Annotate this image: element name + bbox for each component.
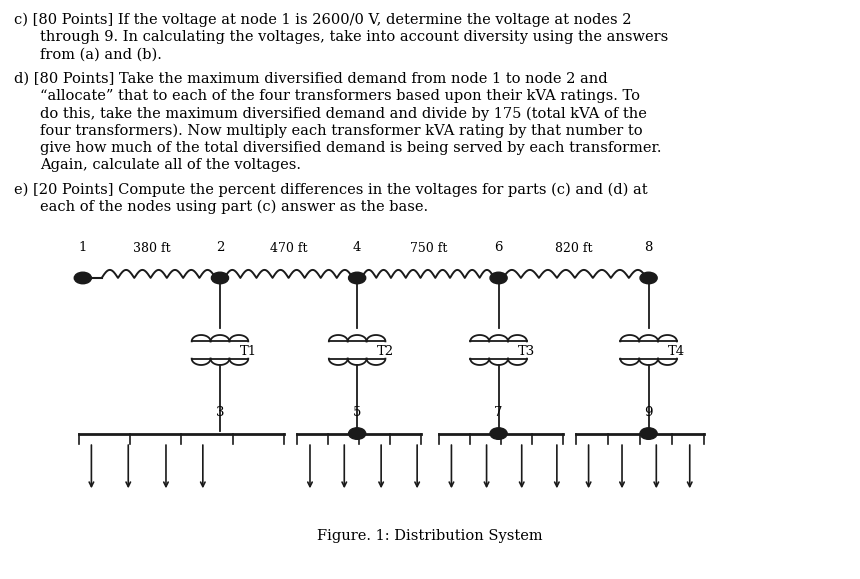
Text: 750 ft: 750 ft: [409, 242, 447, 255]
Text: 5: 5: [353, 406, 361, 419]
Text: T2: T2: [377, 345, 394, 358]
Text: four transformers). Now multiply each transformer kVA rating by that number to: four transformers). Now multiply each tr…: [40, 123, 642, 138]
Text: e) [20 Points] Compute the percent differences in the voltages for parts (c) and: e) [20 Points] Compute the percent diffe…: [15, 182, 648, 197]
Text: T3: T3: [519, 345, 536, 358]
Text: 820 ft: 820 ft: [556, 242, 593, 255]
Text: 2: 2: [216, 241, 224, 254]
Text: Figure. 1: Distribution System: Figure. 1: Distribution System: [317, 529, 543, 543]
Text: each of the nodes using part (c) answer as the base.: each of the nodes using part (c) answer …: [40, 200, 428, 214]
Circle shape: [74, 272, 91, 284]
Circle shape: [348, 428, 366, 439]
Text: 6: 6: [494, 241, 503, 254]
Text: 380 ft: 380 ft: [132, 242, 170, 255]
Circle shape: [212, 272, 229, 284]
Circle shape: [640, 428, 657, 439]
Text: 3: 3: [216, 406, 224, 419]
Text: c) [80 Points] If the voltage at node 1 is 2600/0 V, determine the voltage at no: c) [80 Points] If the voltage at node 1 …: [15, 13, 632, 27]
Text: through 9. In calculating the voltages, take into account diversity using the an: through 9. In calculating the voltages, …: [40, 30, 668, 44]
Text: d) [80 Points] Take the maximum diversified demand from node 1 to node 2 and: d) [80 Points] Take the maximum diversif…: [15, 72, 608, 86]
Text: 7: 7: [494, 406, 503, 419]
Circle shape: [490, 428, 507, 439]
Text: Again, calculate all of the voltages.: Again, calculate all of the voltages.: [40, 158, 301, 172]
Text: “allocate” that to each of the four transformers based upon their kVA ratings. T: “allocate” that to each of the four tran…: [40, 89, 640, 103]
Text: 9: 9: [644, 406, 653, 419]
Circle shape: [348, 272, 366, 284]
Text: 470 ft: 470 ft: [270, 242, 307, 255]
Text: T1: T1: [240, 345, 257, 358]
Circle shape: [640, 272, 657, 284]
Text: from (a) and (b).: from (a) and (b).: [40, 47, 162, 61]
Text: 4: 4: [353, 241, 361, 254]
Text: T4: T4: [668, 345, 685, 358]
Text: do this, take the maximum diversified demand and divide by 175 (total kVA of the: do this, take the maximum diversified de…: [40, 107, 647, 120]
Text: give how much of the total diversified demand is being served by each transforme: give how much of the total diversified d…: [40, 141, 661, 155]
Text: 1: 1: [78, 241, 87, 254]
Circle shape: [490, 272, 507, 284]
Text: 8: 8: [644, 241, 653, 254]
